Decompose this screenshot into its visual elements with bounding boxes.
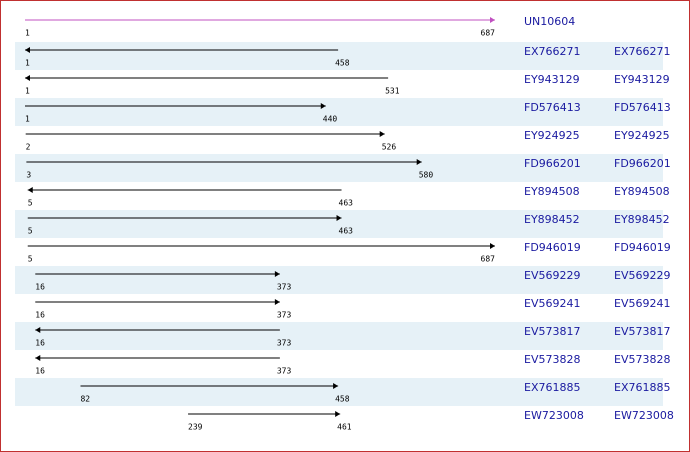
sequence-name[interactable]: EY894508 bbox=[524, 185, 580, 198]
sequence-link[interactable]: EW723008 bbox=[614, 409, 674, 422]
sequence-link[interactable]: EV573828 bbox=[614, 353, 670, 366]
end-label: 461 bbox=[337, 423, 352, 432]
start-label: 1 bbox=[25, 87, 30, 96]
sequence-name[interactable]: EV569229 bbox=[524, 269, 580, 282]
sequence-name[interactable]: EY898452 bbox=[524, 213, 580, 226]
row-band bbox=[15, 210, 663, 238]
end-label: 463 bbox=[339, 199, 354, 208]
row-band bbox=[15, 98, 663, 126]
start-label: 16 bbox=[35, 367, 45, 376]
sequence-link[interactable]: FD576413 bbox=[614, 101, 671, 114]
start-label: 16 bbox=[35, 311, 45, 320]
start-label: 82 bbox=[80, 395, 90, 404]
end-label: 463 bbox=[339, 227, 354, 236]
sequence-name[interactable]: EY924925 bbox=[524, 129, 580, 142]
row-band bbox=[15, 42, 663, 70]
arrow-head bbox=[333, 383, 339, 389]
arrow-head bbox=[320, 103, 326, 109]
end-label: 526 bbox=[382, 143, 397, 152]
arrow-head bbox=[416, 159, 422, 165]
start-label: 1 bbox=[25, 59, 30, 68]
sequence-link[interactable]: EX766271 bbox=[614, 45, 670, 58]
row-band bbox=[15, 266, 663, 294]
reference-name[interactable]: UN10604 bbox=[524, 15, 575, 28]
sequence-link[interactable]: EV569241 bbox=[614, 297, 670, 310]
sequence-link[interactable]: EY898452 bbox=[614, 213, 670, 226]
start-label: 5 bbox=[28, 227, 33, 236]
sequence-name[interactable]: EV573817 bbox=[524, 325, 580, 338]
end-label: 373 bbox=[277, 311, 292, 320]
sequence-link[interactable]: EV573817 bbox=[614, 325, 670, 338]
sequence-name[interactable]: FD966201 bbox=[524, 157, 581, 170]
start-label: 16 bbox=[35, 283, 45, 292]
start-label: 2 bbox=[26, 143, 31, 152]
sequence-name[interactable]: EY943129 bbox=[524, 73, 580, 86]
end-label: 440 bbox=[323, 115, 338, 124]
sequence-link[interactable]: EV569229 bbox=[614, 269, 670, 282]
sequence-link[interactable]: FD946019 bbox=[614, 241, 671, 254]
sequence-name[interactable]: EX761885 bbox=[524, 381, 580, 394]
sequence-name[interactable]: EW723008 bbox=[524, 409, 584, 422]
end-label: 458 bbox=[335, 395, 350, 404]
arrow-head bbox=[336, 215, 342, 221]
end-label: 531 bbox=[385, 87, 400, 96]
end-label: 580 bbox=[419, 171, 434, 180]
row-band bbox=[15, 154, 663, 182]
sequence-link[interactable]: EY924925 bbox=[614, 129, 670, 142]
end-label: 373 bbox=[277, 283, 292, 292]
arrow-head bbox=[379, 131, 385, 137]
sequence-link[interactable]: FD966201 bbox=[614, 157, 671, 170]
sequence-name[interactable]: EX766271 bbox=[524, 45, 580, 58]
end-label: 687 bbox=[481, 29, 496, 38]
row-band bbox=[15, 322, 663, 350]
arrow-head bbox=[35, 327, 41, 333]
start-label: 5 bbox=[28, 199, 33, 208]
sequence-link[interactable]: EY943129 bbox=[614, 73, 670, 86]
row-band bbox=[15, 378, 663, 406]
start-label: 16 bbox=[35, 339, 45, 348]
sequence-name[interactable]: EV569241 bbox=[524, 297, 580, 310]
arrow-head bbox=[335, 411, 341, 417]
start-label: 3 bbox=[26, 171, 31, 180]
start-label: 1 bbox=[25, 29, 30, 38]
arrow-head bbox=[27, 187, 33, 193]
end-label: 373 bbox=[277, 339, 292, 348]
sequence-name[interactable]: EV573828 bbox=[524, 353, 580, 366]
arrow-head bbox=[274, 299, 280, 305]
start-label: 5 bbox=[28, 255, 33, 264]
arrow-head bbox=[490, 17, 495, 23]
arrow-head bbox=[35, 355, 41, 361]
sequence-link[interactable]: EY894508 bbox=[614, 185, 670, 198]
end-label: 458 bbox=[335, 59, 350, 68]
arrow-head bbox=[274, 271, 280, 277]
arrow-head bbox=[25, 47, 30, 53]
sequence-link[interactable]: EX761885 bbox=[614, 381, 670, 394]
end-label: 687 bbox=[481, 255, 496, 264]
sequence-name[interactable]: FD946019 bbox=[524, 241, 581, 254]
start-label: 239 bbox=[188, 423, 203, 432]
arrow-head bbox=[25, 75, 30, 81]
arrow-head bbox=[490, 243, 495, 249]
start-label: 1 bbox=[25, 115, 30, 124]
end-label: 373 bbox=[277, 367, 292, 376]
sequence-name[interactable]: FD576413 bbox=[524, 101, 581, 114]
